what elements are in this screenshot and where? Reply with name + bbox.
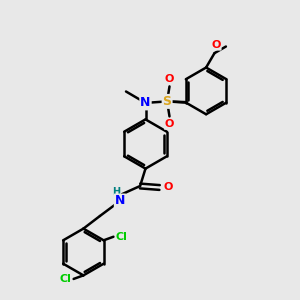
Text: O: O: [211, 40, 221, 50]
Text: H: H: [112, 187, 120, 197]
Text: Cl: Cl: [59, 274, 71, 284]
Text: N: N: [115, 194, 125, 208]
Text: O: O: [163, 182, 173, 193]
Text: O: O: [165, 74, 174, 84]
Text: O: O: [165, 119, 174, 129]
Text: S: S: [163, 95, 172, 108]
Text: Cl: Cl: [116, 232, 127, 242]
Text: N: N: [140, 96, 151, 110]
